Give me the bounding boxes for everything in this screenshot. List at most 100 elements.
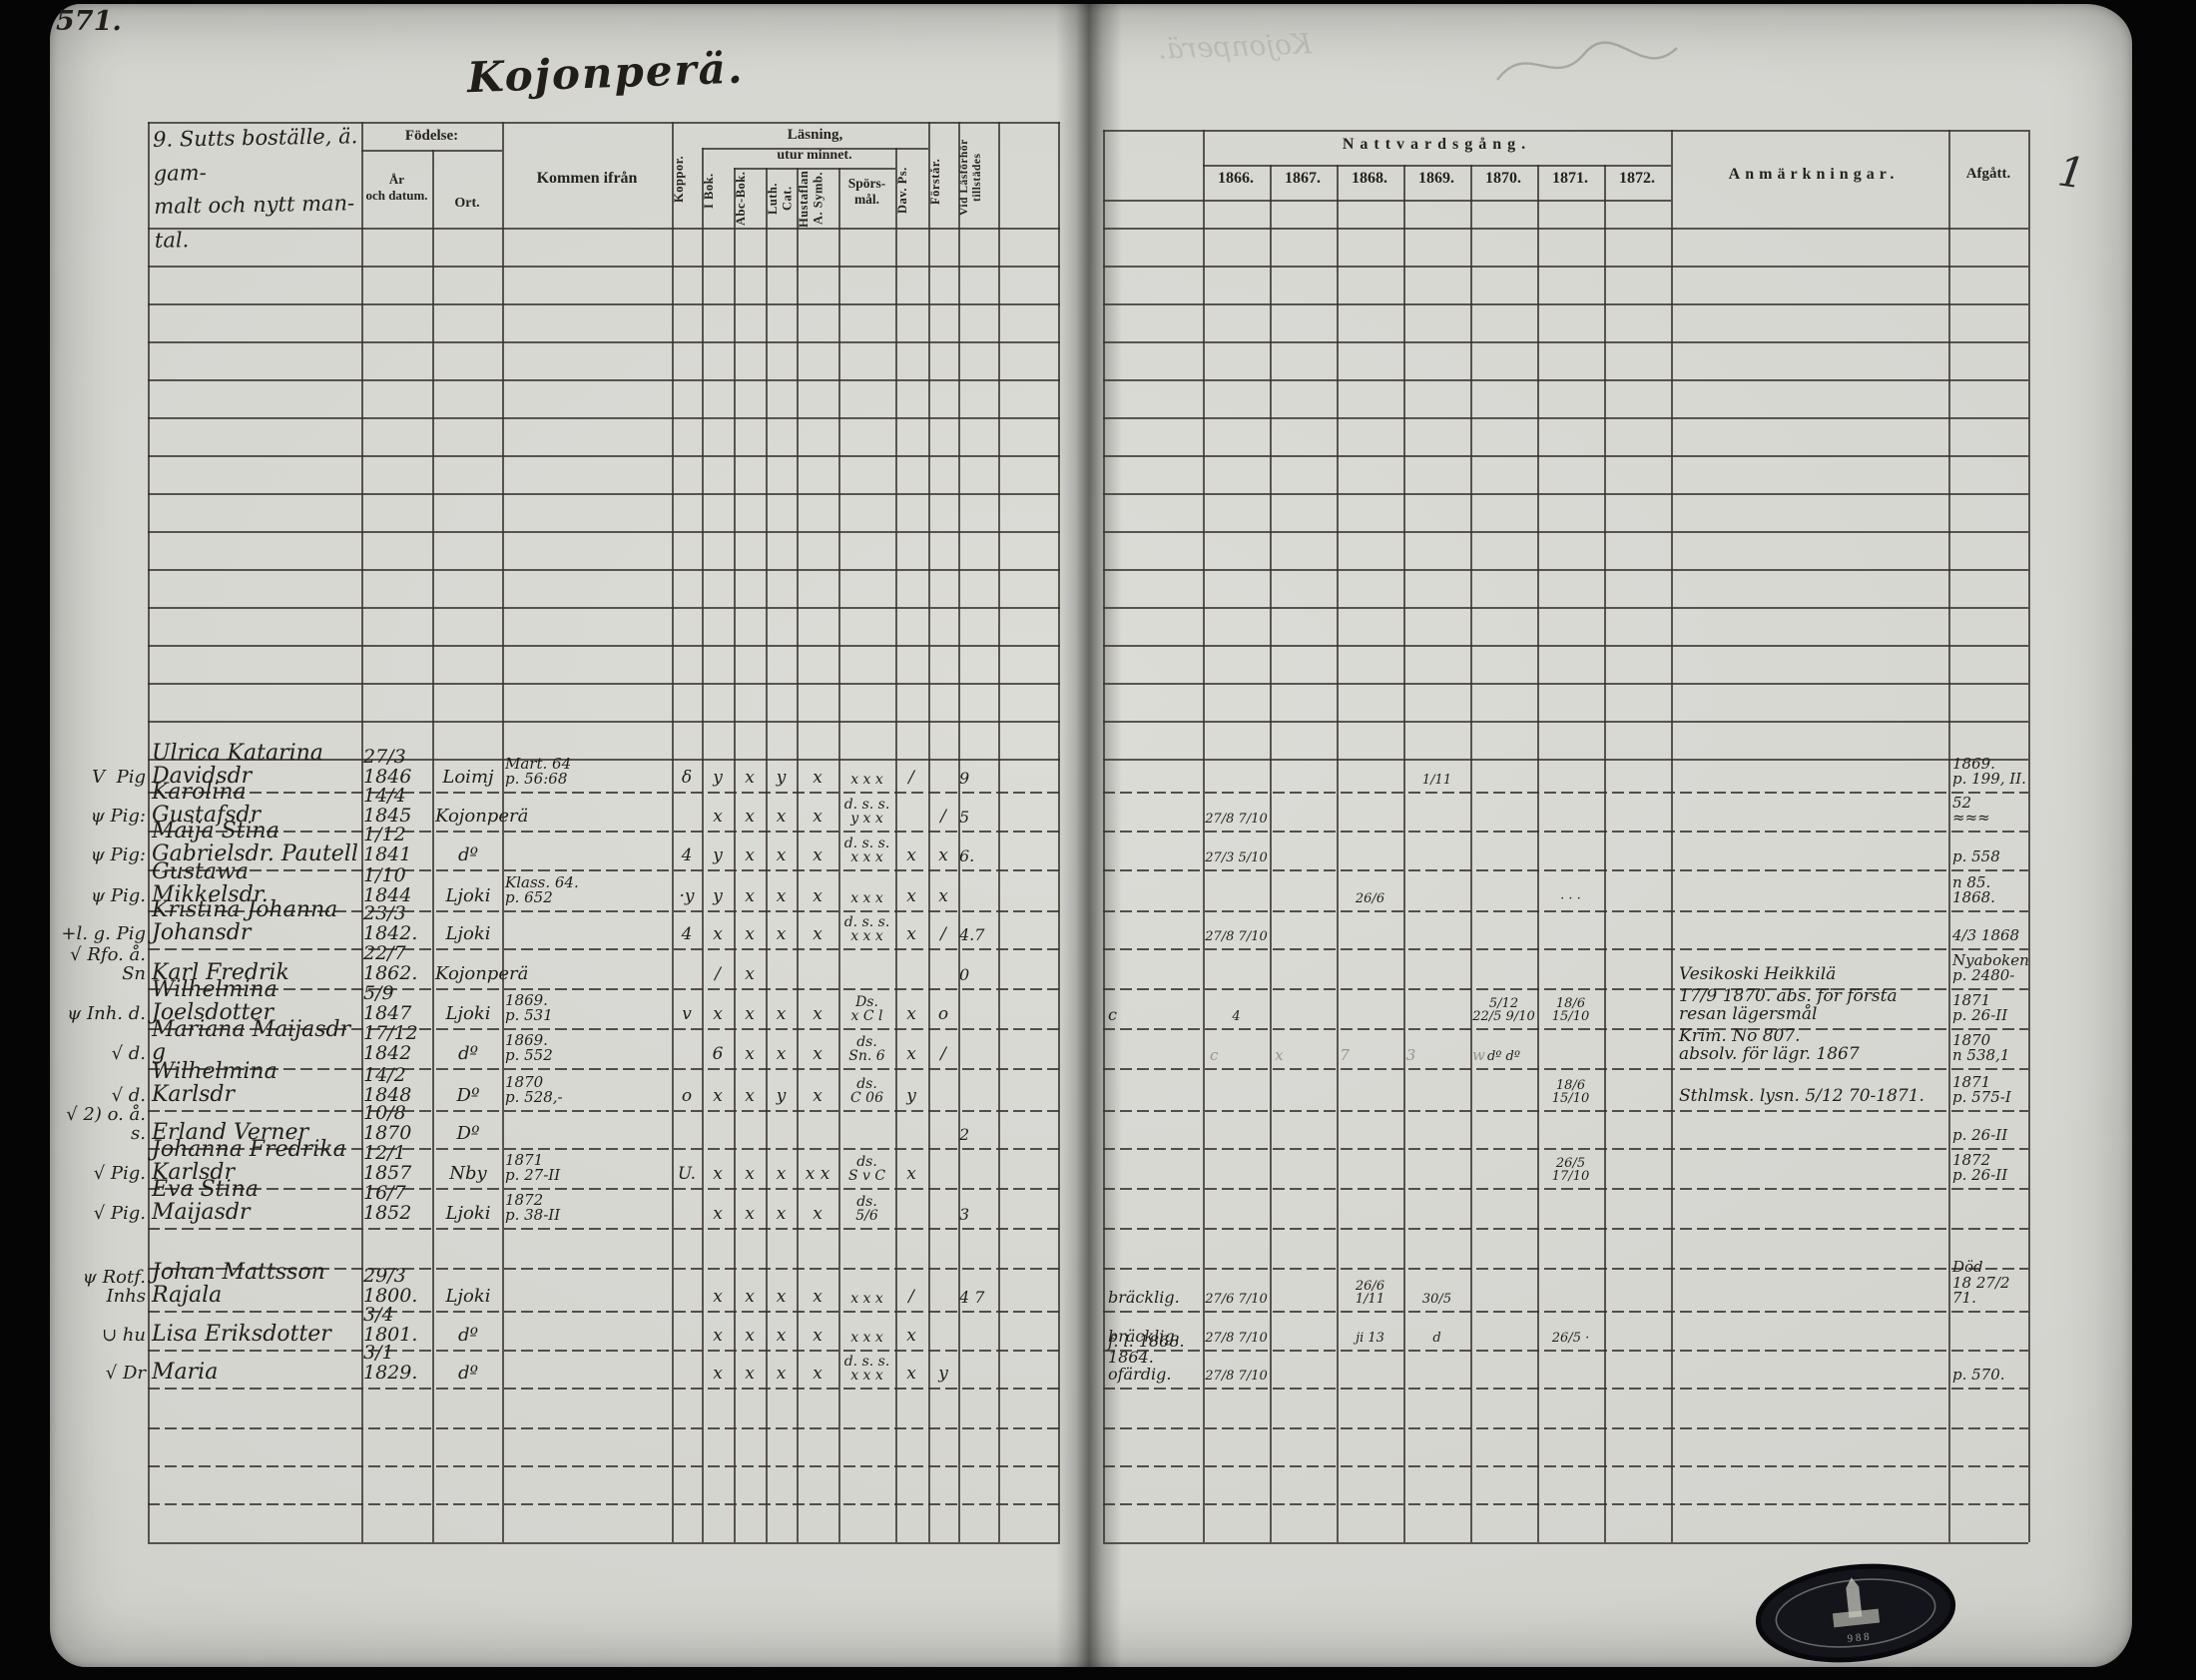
grid-line xyxy=(502,122,504,1542)
cell-spors: x x x xyxy=(850,890,883,907)
cell-date: 23/3 1842. xyxy=(363,902,418,945)
cell-ort: Loimj xyxy=(442,767,494,789)
header-dav-ps: Dav. Ps. xyxy=(895,167,909,215)
grid-line xyxy=(148,645,1060,647)
cell-date: 16/7 1852 xyxy=(363,1182,412,1225)
cell-ort: Ljoki xyxy=(445,1003,491,1025)
cell-ibok: y xyxy=(713,768,723,789)
grid-line xyxy=(148,1110,1060,1112)
grid-line xyxy=(148,910,1060,912)
grid-line xyxy=(1103,1110,2028,1112)
cell-hust: x xyxy=(813,807,823,828)
cell-afgatt: Död 18 27/2 71. xyxy=(1952,1257,2010,1308)
cell-kommen: 1871 p. 27-II xyxy=(505,1150,561,1185)
cell-prefix: √ Dr xyxy=(105,1363,146,1385)
grid-line xyxy=(1103,569,2028,571)
grid-line xyxy=(1103,1350,2028,1352)
cell-name: Wilhelmina Joelsdotter xyxy=(152,976,284,1025)
cell-abc: x xyxy=(745,807,755,828)
page-title: Kojonperä. xyxy=(466,43,746,103)
cell-name: Mariana Maijasdr g xyxy=(152,1016,351,1065)
cell-ibok: y xyxy=(713,845,723,866)
cell-kommen: 1870 p. 528,- xyxy=(505,1072,563,1107)
grid-line xyxy=(1103,455,2028,457)
grid-line xyxy=(1103,1188,2028,1190)
cell-abc: x xyxy=(745,768,755,789)
year-header: 1868. xyxy=(1352,170,1387,187)
grid-line xyxy=(1103,1028,2028,1030)
grid-line xyxy=(148,228,1060,230)
grid-line xyxy=(1103,1388,2028,1390)
cell-afgatt: 52 ≈≈≈ xyxy=(1952,793,1990,828)
grid-line xyxy=(1103,607,2028,609)
cell-hust: x xyxy=(813,1326,823,1347)
header-hustaflan-symb: Hustaflan A. Symb. xyxy=(797,170,825,228)
cell-anm: 17/9 1870. abs. för första resan lägersm… xyxy=(1679,986,1904,1025)
cell-name: Erland Verner xyxy=(152,1119,309,1145)
cell-hust: x xyxy=(813,924,823,945)
header-koppor: Koppor. xyxy=(672,155,686,203)
grid-line xyxy=(1103,1311,2028,1313)
cell-luth: x xyxy=(776,1287,787,1308)
cell-afgatt: 1871 p. 575-I xyxy=(1952,1072,2011,1107)
cell-abc: x xyxy=(745,845,755,866)
cell-abc: x xyxy=(745,1004,755,1025)
cell-dav: x xyxy=(906,1364,916,1385)
grid-line xyxy=(1103,303,2028,305)
grid-line xyxy=(1103,1542,2028,1544)
cell-abc: x xyxy=(745,1364,755,1385)
grid-line xyxy=(1270,165,1272,1542)
cell-vid: 3 xyxy=(959,1205,970,1225)
cell-abc: x xyxy=(745,886,755,907)
cell-note: bräcklig. xyxy=(1108,1327,1180,1347)
cell-ibok: x xyxy=(713,1164,723,1185)
cell-name: Kristina Johanna Johansdr xyxy=(152,896,345,945)
cell-y1868: ji 13 xyxy=(1356,1331,1384,1347)
cell-ort: dº xyxy=(458,1363,478,1385)
grid-line xyxy=(148,792,1060,794)
cell-abc: x xyxy=(745,1086,755,1107)
grid-line xyxy=(1948,130,1950,1542)
cell-name: Johan Mattsson Rajala xyxy=(152,1259,332,1308)
year-header: 1869. xyxy=(1418,170,1454,187)
header-anmarkningar: Anmärkningar. xyxy=(1728,166,1900,183)
cell-name: Lisa Eriksdotter xyxy=(152,1321,331,1347)
cell-ort: Ljoki xyxy=(445,1286,491,1308)
cell-dav: x xyxy=(906,1004,916,1025)
grid-line xyxy=(958,122,960,1542)
grid-line xyxy=(148,721,1060,723)
cell-date: 1/12 1841 xyxy=(363,824,412,866)
grid-line xyxy=(361,122,363,1542)
cell-spors: ds. C 06 xyxy=(850,1075,883,1107)
archive-stamp-icon: 9 8 8 xyxy=(1755,1563,1956,1663)
grid-line xyxy=(797,168,799,1542)
cell-koppor: ·y xyxy=(679,886,695,907)
grid-line xyxy=(1103,341,2028,343)
cell-dav: y xyxy=(906,1086,916,1107)
page-number: 571. xyxy=(56,6,122,37)
cell-date: 12/1 1857 xyxy=(363,1142,412,1185)
cell-ibok: 6 xyxy=(712,1044,724,1065)
cell-afgatt: p. 558 xyxy=(1952,847,2000,866)
cell-luth: x xyxy=(776,1204,787,1225)
cell-spors: d. s. s. x x x xyxy=(843,913,890,945)
grid-line xyxy=(148,683,1060,685)
cell-name: Maria xyxy=(152,1359,219,1385)
cell-y1871: 26/5 · xyxy=(1551,1331,1590,1347)
cell-prefix: V Pig xyxy=(92,767,146,789)
cell-abc: x xyxy=(745,1287,755,1308)
cell-prefix: ψ Pig: xyxy=(90,806,146,828)
grid-line xyxy=(1103,645,2028,647)
grid-line xyxy=(1103,988,2028,990)
cell-hust: x xyxy=(813,845,823,866)
grid-line xyxy=(766,168,768,1542)
cell-abc: x xyxy=(745,924,755,945)
cell-spors: d. s. s. x x x xyxy=(843,1353,890,1385)
cell-luth: x xyxy=(776,1044,787,1065)
cell-vid: 9 xyxy=(959,769,970,789)
cell-name: Wilhelmina Karlsdr xyxy=(152,1058,284,1107)
cell-prefix: √ d. xyxy=(111,1085,146,1107)
grid-line xyxy=(1103,1427,2028,1429)
grid-line xyxy=(148,493,1060,495)
grid-line xyxy=(1103,493,2028,495)
